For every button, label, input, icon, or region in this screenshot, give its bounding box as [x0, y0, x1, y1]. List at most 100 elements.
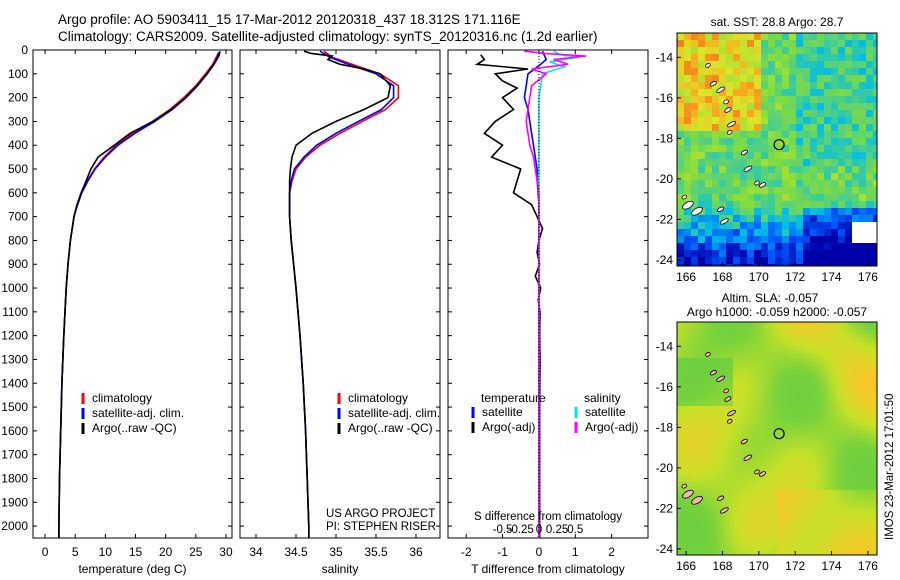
map-cell — [765, 378, 770, 383]
map-cell — [805, 502, 810, 507]
map-cell — [741, 478, 746, 483]
map-cell — [831, 110, 839, 118]
map-cell — [757, 462, 762, 467]
map-cell — [861, 454, 866, 459]
map-cell — [757, 466, 762, 471]
map-cell — [689, 510, 694, 515]
map-cell — [813, 346, 818, 351]
map-cell — [849, 374, 854, 379]
map-cell — [837, 442, 842, 447]
map-cell — [801, 494, 806, 499]
map-cell — [781, 422, 786, 427]
map-cell — [737, 546, 742, 551]
map-cell — [873, 514, 878, 519]
map-cell — [705, 510, 710, 515]
map-cell — [725, 470, 730, 475]
map-cell — [757, 394, 762, 399]
map-cell — [768, 82, 776, 90]
map-cell — [781, 398, 786, 403]
map-cell — [677, 550, 682, 555]
map-cell — [717, 402, 722, 407]
map-cell — [777, 494, 782, 499]
map-cell — [777, 478, 782, 483]
map-cell — [861, 514, 866, 519]
map-cell — [853, 330, 858, 335]
panel-temperature: 0100200300400500600700800900100011001200… — [1, 43, 233, 576]
map-cell — [685, 518, 690, 523]
map-cell — [869, 510, 874, 515]
map-cell — [681, 498, 686, 503]
map-cell — [825, 522, 830, 527]
map-cell — [761, 538, 766, 543]
map-cell — [789, 124, 797, 132]
map-cell — [684, 236, 692, 244]
map-cell — [773, 358, 778, 363]
map-cell — [869, 434, 874, 439]
y-tick-label: 0 — [21, 43, 28, 57]
map-cell — [853, 358, 858, 363]
map-cell — [729, 482, 734, 487]
map-cell — [754, 54, 762, 62]
map-cell — [817, 502, 822, 507]
map-cell — [797, 450, 802, 455]
map-cell — [691, 243, 699, 251]
map-cell — [761, 75, 769, 83]
map-cell — [757, 490, 762, 495]
map-cell — [753, 510, 758, 515]
map-cell — [753, 354, 758, 359]
map-cell — [733, 236, 741, 244]
map-cell — [825, 430, 830, 435]
map-cell — [775, 117, 783, 125]
map-cell — [729, 434, 734, 439]
map-cell — [869, 370, 874, 375]
map-cell — [721, 526, 726, 531]
map-cell — [853, 466, 858, 471]
map-cell — [769, 366, 774, 371]
map-cell — [841, 494, 846, 499]
map-cell — [796, 138, 804, 146]
map-cell — [691, 47, 699, 55]
map-cell — [845, 430, 850, 435]
map-cell — [737, 502, 742, 507]
map-cell — [869, 482, 874, 487]
map-cell — [691, 138, 699, 146]
map-cell — [709, 410, 714, 415]
map-cell — [817, 482, 822, 487]
map-cell — [866, 117, 874, 125]
map-cell — [737, 378, 742, 383]
map-cell — [769, 338, 774, 343]
map-cell — [721, 486, 726, 491]
map-cell — [713, 374, 718, 379]
map-cell — [691, 264, 699, 267]
map-cell — [725, 466, 730, 471]
map-cell — [796, 159, 804, 167]
map-cell — [712, 201, 720, 209]
map-cell — [805, 378, 810, 383]
map-cell — [833, 426, 838, 431]
map-cell — [849, 486, 854, 491]
map-cell — [747, 180, 755, 188]
map-cell — [681, 534, 686, 539]
map-cell — [852, 250, 860, 258]
map-cell — [689, 358, 694, 363]
map-cell — [761, 96, 769, 104]
map-cell — [852, 222, 860, 230]
salinity-diff-tick-label: 0.5 — [567, 524, 583, 536]
map-cell — [677, 166, 685, 174]
map-cell — [753, 466, 758, 471]
map-cell — [701, 386, 706, 391]
map-cell — [865, 326, 870, 331]
map-cell — [753, 458, 758, 463]
map-cell — [861, 522, 866, 527]
map-cell — [869, 422, 874, 427]
map-cell — [677, 322, 682, 327]
map-cell — [809, 398, 814, 403]
map-cell — [741, 530, 746, 535]
map-cell — [777, 542, 782, 547]
map-cell — [809, 406, 814, 411]
map-cell — [733, 446, 738, 451]
map-cell — [838, 75, 846, 83]
map-cell — [865, 546, 870, 551]
map-cell — [713, 330, 718, 335]
map-cell — [726, 61, 734, 69]
